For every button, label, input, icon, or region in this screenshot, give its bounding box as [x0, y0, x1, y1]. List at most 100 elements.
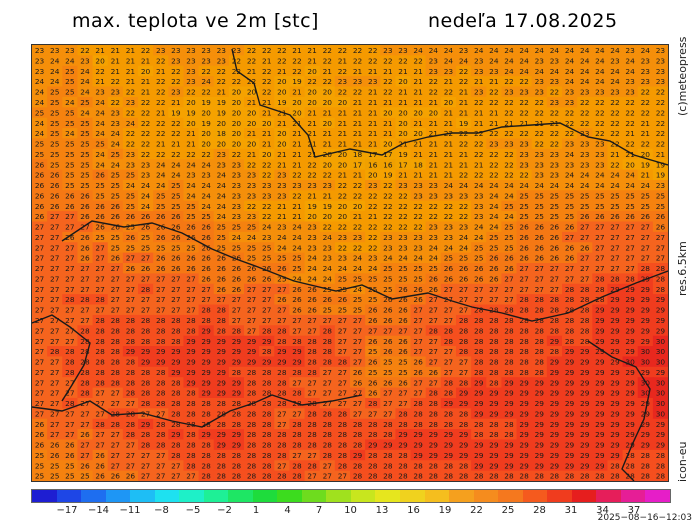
temperature-cell	[168, 190, 185, 202]
temperature-cell	[456, 304, 472, 316]
temperature-cell	[32, 460, 48, 472]
temperature-value: 26	[95, 202, 105, 211]
temperature-value: 23	[519, 88, 529, 97]
temperature-value: 24	[580, 46, 590, 55]
temperature-cell	[425, 439, 442, 451]
temperature-value: 24	[535, 67, 545, 76]
color-scale-tick-label: 37	[627, 505, 641, 516]
temperature-cell	[244, 211, 260, 223]
temperature-value: 21	[277, 150, 287, 159]
temperature-cell	[440, 76, 457, 88]
temperature-value: 22	[338, 191, 347, 200]
temperature-value: 22	[413, 202, 422, 211]
temperature-value: 24	[595, 77, 605, 86]
temperature-value: 29	[201, 347, 211, 356]
temperature-value: 29	[641, 441, 651, 450]
temperature-cell	[32, 304, 48, 316]
temperature-value: 19	[641, 160, 651, 169]
temperature-cell	[47, 169, 63, 181]
temperature-cell	[319, 190, 336, 202]
temperature-cell	[47, 242, 63, 254]
temperature-value: 22	[459, 67, 468, 76]
temperature-cell	[350, 76, 366, 88]
temperature-cell	[334, 356, 351, 368]
temperature-cell	[92, 273, 109, 285]
temperature-cell	[395, 200, 412, 212]
temperature-value: 23	[201, 56, 211, 65]
temperature-value: 29	[459, 441, 469, 450]
temperature-value: 27	[80, 274, 90, 283]
temperature-value: 21	[459, 88, 469, 97]
temperature-cell	[395, 283, 412, 295]
temperature-value: 28	[504, 306, 514, 315]
temperature-cell	[334, 231, 351, 243]
temperature-value: 23	[186, 77, 196, 86]
temperature-value: 29	[217, 368, 227, 377]
temperature-value: 26	[201, 254, 211, 263]
temperature-cell	[107, 470, 124, 481]
temperature-value: 29	[201, 326, 211, 335]
temperature-value: 28	[323, 451, 333, 460]
temperature-cell	[395, 65, 412, 77]
temperature-value: 25	[565, 191, 575, 200]
temperature-cell	[440, 273, 457, 285]
temperature-value: 23	[656, 46, 666, 55]
temperature-cell	[531, 190, 548, 202]
temperature-value: 28	[277, 337, 287, 346]
temperature-value: 29	[489, 409, 499, 418]
temperature-value: 28	[535, 358, 545, 367]
temperature-cell	[77, 138, 94, 150]
temperature-cell	[319, 76, 336, 88]
temperature-cell	[228, 283, 245, 295]
temperature-cell	[501, 408, 518, 420]
temperature-value: 23	[595, 150, 605, 159]
temperature-value: 22	[307, 160, 316, 169]
temperature-cell	[456, 55, 472, 67]
temperature-value: 28	[656, 461, 666, 470]
temperature-cell	[334, 470, 351, 481]
temperature-cell	[531, 128, 548, 140]
temperature-value: 22	[156, 88, 165, 97]
temperature-value: 28	[262, 441, 272, 450]
temperature-value: 27	[398, 399, 408, 408]
temperature-cell	[334, 76, 351, 88]
temperature-value: 18	[413, 160, 423, 169]
temperature-cell	[319, 65, 336, 77]
temperature-cell	[259, 460, 275, 472]
temperature-value: 27	[232, 316, 242, 325]
temperature-cell	[531, 107, 548, 119]
temperature-cell	[47, 138, 63, 150]
temperature-value: 28	[323, 441, 333, 450]
temperature-value: 27	[292, 409, 302, 418]
temperature-value: 28	[444, 389, 454, 398]
temperature-value: 24	[565, 77, 575, 86]
temperature-cell	[138, 429, 154, 441]
temperature-cell	[32, 439, 48, 451]
temperature-cell	[546, 76, 563, 88]
temperature-value: 21	[368, 108, 378, 117]
temperature-value: 24	[292, 233, 302, 242]
temperature-cell	[350, 221, 366, 233]
temperature-value: 27	[489, 295, 499, 304]
temperature-cell	[198, 283, 215, 295]
temperature-cell	[425, 190, 442, 202]
temperature-cell	[274, 159, 291, 171]
temperature-cell	[153, 138, 169, 150]
temperature-cell	[274, 76, 291, 88]
temperature-cell	[471, 273, 487, 285]
temperature-cell	[32, 117, 48, 129]
temperature-cell	[380, 86, 397, 98]
temperature-cell	[592, 252, 609, 264]
temperature-value: 27	[141, 461, 151, 470]
temperature-cell	[138, 366, 154, 378]
temperature-value: 22	[217, 77, 226, 86]
temperature-value: 24	[550, 67, 560, 76]
temperature-cell	[319, 325, 336, 337]
temperature-cell	[92, 283, 109, 295]
temperature-value: 27	[186, 472, 196, 481]
temperature-cell	[607, 397, 624, 409]
temperature-cell	[259, 273, 275, 285]
temperature-cell	[395, 252, 412, 264]
temperature-cell	[138, 76, 154, 88]
temperature-value: 23	[580, 160, 590, 169]
